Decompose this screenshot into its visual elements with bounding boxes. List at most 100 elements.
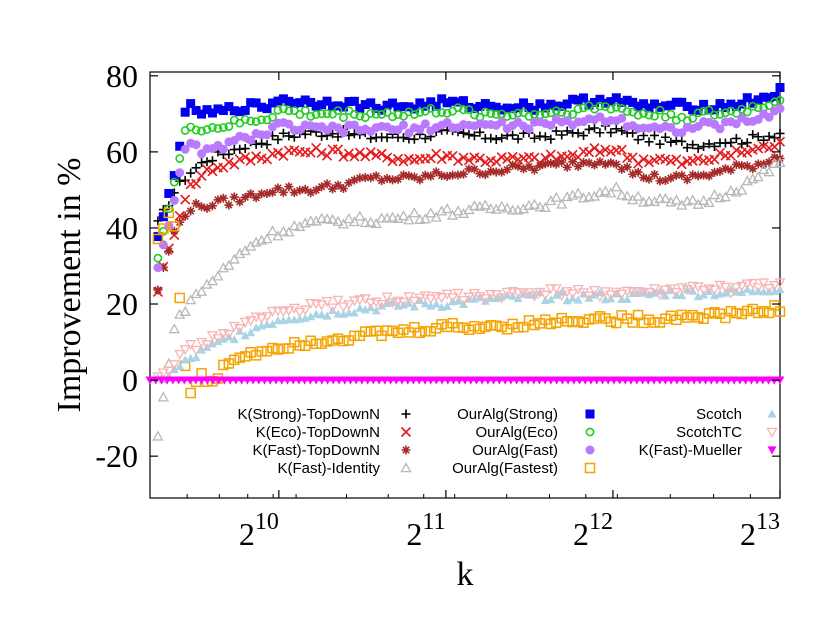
data-point (316, 147, 327, 159)
data-point (344, 178, 354, 188)
data-point (489, 376, 499, 385)
data-point (545, 195, 557, 206)
data-point (224, 149, 234, 159)
legend-label: OurAlg(Fast) (472, 442, 558, 459)
data-point (539, 290, 551, 301)
data-point (191, 178, 202, 189)
data-point (599, 185, 611, 196)
data-point (477, 376, 487, 385)
data-point (699, 99, 709, 109)
data-point (415, 124, 425, 134)
data-point (535, 99, 545, 109)
data-point (710, 167, 720, 177)
data-point (580, 376, 590, 385)
data-point (611, 317, 622, 329)
data-point (337, 302, 350, 313)
data-point (453, 103, 463, 113)
data-point (550, 191, 562, 202)
data-point (693, 108, 703, 118)
data-point (616, 310, 627, 321)
data-point (349, 151, 360, 162)
data-point (774, 136, 786, 147)
data-point (306, 97, 316, 107)
data-point (486, 133, 496, 143)
data-point (289, 336, 300, 348)
data-point (617, 113, 627, 123)
data-point (485, 203, 497, 214)
data-point (180, 144, 190, 154)
data-point (562, 126, 572, 136)
data-point (441, 203, 453, 214)
data-point (687, 309, 698, 321)
data-point (284, 182, 294, 192)
data-point (295, 185, 305, 195)
data-point (490, 290, 502, 301)
data-point (584, 100, 594, 110)
data-point (735, 376, 745, 385)
data-point (387, 325, 398, 337)
data-point (468, 288, 481, 300)
data-point (764, 93, 774, 103)
data-point (321, 296, 333, 307)
data-point (764, 131, 774, 141)
data-point (420, 119, 430, 129)
data-point (557, 130, 567, 140)
x-tick-label: 210 (239, 509, 279, 552)
data-point (349, 110, 359, 119)
data-point (338, 102, 348, 112)
data-point (627, 287, 639, 298)
data-point (545, 284, 557, 295)
data-point (388, 112, 397, 122)
data-point (595, 101, 605, 111)
data-point (753, 286, 763, 295)
data-point (377, 301, 387, 310)
y-tick-label: 20 (106, 286, 138, 322)
data-point (513, 134, 523, 144)
data-point (213, 195, 223, 205)
data-point (551, 126, 561, 136)
data-point (237, 376, 247, 385)
data-point (693, 171, 703, 181)
data-point (620, 376, 630, 385)
data-point (398, 156, 409, 167)
data-point (393, 110, 403, 119)
data-point (345, 376, 355, 385)
data-point (398, 324, 409, 335)
data-point (185, 387, 196, 399)
data-point (387, 156, 398, 167)
data-point (240, 144, 250, 154)
data-point (615, 376, 625, 385)
data-point (386, 298, 399, 309)
data-point (197, 202, 207, 212)
data-point (175, 141, 185, 151)
data-point (540, 159, 550, 169)
data-point (573, 95, 583, 105)
data-point (595, 128, 605, 138)
data-point (218, 123, 228, 132)
data-point (392, 327, 404, 339)
data-point (180, 107, 190, 117)
data-point (665, 155, 676, 167)
data-point (622, 95, 632, 105)
data-point (655, 102, 665, 112)
data-point (709, 307, 720, 318)
data-point (225, 376, 235, 385)
data-point (568, 94, 578, 104)
data-point (458, 128, 468, 138)
data-point (687, 155, 698, 166)
data-point (419, 213, 431, 224)
data-point (710, 105, 720, 115)
data-point (714, 147, 726, 158)
data-point (483, 376, 493, 385)
data-point (437, 108, 447, 117)
data-point (638, 154, 649, 165)
data-point (326, 213, 339, 224)
data-point (693, 105, 703, 115)
data-point (605, 316, 617, 327)
data-point (158, 212, 168, 222)
data-point (397, 376, 407, 385)
data-point (453, 97, 463, 107)
data-point (595, 157, 605, 167)
data-point (508, 110, 518, 120)
